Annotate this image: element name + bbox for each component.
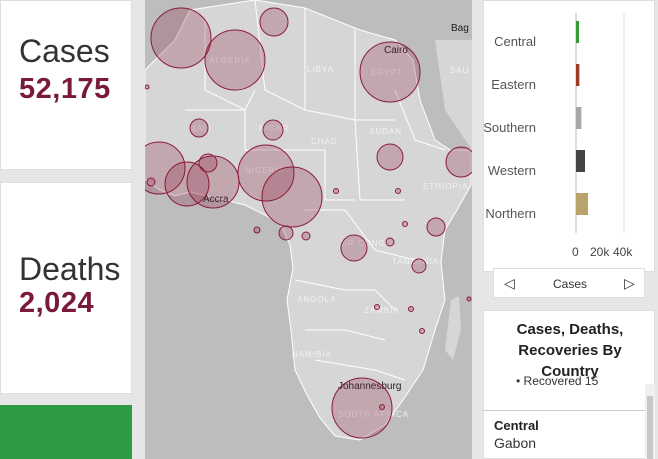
chart-nav-label: Cases — [552, 277, 587, 291]
recovered-card — [0, 405, 132, 459]
case-bubble[interactable] — [145, 84, 150, 90]
case-bubble[interactable] — [340, 234, 368, 262]
country-label: MALI — [189, 124, 212, 133]
case-bubbles[interactable] — [145, 7, 472, 439]
bar-northern[interactable] — [576, 193, 588, 215]
city-label: Accra — [203, 194, 229, 205]
country-label: TANZANIA — [392, 257, 439, 266]
category-label: Eastern — [491, 77, 536, 92]
deaths-label: Deaths — [19, 251, 121, 287]
case-bubble[interactable] — [198, 153, 218, 173]
region-bar-chart — [575, 13, 625, 233]
bar-southern[interactable] — [576, 107, 582, 129]
country-label: NIGERIA — [245, 166, 285, 175]
case-bubble[interactable] — [374, 304, 380, 310]
cases-value: 52,175 — [19, 73, 111, 105]
tick-label: 40k — [613, 245, 633, 259]
city-label: Bag — [451, 23, 469, 34]
case-bubble[interactable] — [419, 328, 425, 334]
case-bubble[interactable] — [150, 7, 212, 69]
country-label: SUDAN — [369, 127, 402, 136]
country-borders — [185, 0, 446, 381]
category-label: Northern — [485, 206, 536, 221]
country-label: NAMIBIA — [292, 350, 332, 359]
list-item-text: Recovered 15 — [523, 374, 599, 388]
arabia-landmass — [435, 40, 472, 150]
case-bubble[interactable] — [385, 237, 395, 247]
case-bubble[interactable] — [237, 144, 295, 202]
category-label: Southern — [483, 120, 536, 135]
case-bubble[interactable] — [379, 404, 385, 410]
list-divider — [483, 410, 645, 411]
country-label: NIGER — [259, 124, 289, 133]
case-bubble[interactable] — [186, 155, 240, 209]
case-bubble[interactable] — [301, 231, 311, 241]
deaths-value: 2,024 — [19, 287, 95, 319]
case-bubble[interactable] — [426, 217, 446, 237]
list-region: Central — [494, 418, 539, 433]
cases-label: Cases — [19, 33, 110, 69]
case-bubble[interactable] — [261, 166, 323, 228]
cases-card: Cases 52,175 — [0, 0, 132, 170]
case-bubble[interactable] — [278, 225, 294, 241]
country-label: ZAMBIA — [364, 306, 400, 315]
case-bubble[interactable] — [204, 29, 266, 91]
list-item-stub: • Recovered 15 — [516, 374, 599, 388]
list-title: Cases, Deaths, Recoveries By Country — [516, 321, 624, 380]
category-label: Western — [487, 163, 536, 178]
bar-central[interactable] — [576, 21, 579, 43]
case-bubble[interactable] — [411, 258, 427, 274]
country-label: ETHIOPIA — [423, 182, 468, 191]
deaths-card: Deaths 2,024 — [0, 182, 132, 394]
case-bubble[interactable] — [259, 7, 289, 37]
case-bubble[interactable] — [189, 118, 209, 138]
case-bubble[interactable] — [333, 188, 339, 194]
chart-nav: ◁ Cases ▷ — [493, 268, 645, 298]
country-label: SAU — [450, 66, 469, 75]
city-label: Johannesburg — [338, 381, 401, 392]
next-arrow-icon[interactable]: ▷ — [624, 275, 635, 291]
case-bubble[interactable] — [253, 226, 261, 234]
africa-map[interactable]: ALGERIA LIBYA EGYPT MALI NIGER CHAD SUDA… — [145, 0, 472, 459]
region-chart-panel: Central Eastern Southern Western Norther… — [483, 0, 655, 272]
case-bubble[interactable] — [395, 188, 401, 194]
tick-label: 20k — [590, 245, 610, 259]
bar-eastern[interactable] — [576, 64, 580, 86]
case-bubble[interactable] — [262, 119, 284, 141]
category-label: Central — [494, 34, 536, 49]
case-bubble[interactable] — [146, 177, 156, 187]
country-label: SOUTH AFRICA — [338, 410, 409, 419]
list-scroll-thumb[interactable] — [647, 396, 653, 459]
previous-arrow-icon[interactable]: ◁ — [504, 275, 515, 291]
country-label: ANGOLA — [297, 295, 336, 304]
case-bubble[interactable] — [331, 377, 393, 439]
case-bubble[interactable] — [376, 143, 404, 171]
case-bubble[interactable] — [445, 146, 472, 178]
list-country[interactable]: Gabon — [494, 435, 537, 451]
case-bubble[interactable] — [466, 296, 472, 302]
country-label: ALGERIA — [209, 56, 251, 65]
country-label: CHAD — [311, 137, 338, 146]
city-label: Cairo — [384, 45, 408, 56]
case-bubble[interactable] — [359, 41, 421, 103]
tick-label: 0 — [572, 245, 579, 259]
case-bubble[interactable] — [402, 221, 408, 227]
country-label: LIBYA — [307, 65, 334, 74]
country-label: EGYPT — [371, 68, 403, 77]
case-bubble[interactable] — [408, 306, 414, 312]
madagascar — [445, 296, 461, 360]
map-view[interactable]: ALGERIA LIBYA EGYPT MALI NIGER CHAD SUDA… — [145, 0, 472, 459]
bar-western[interactable] — [576, 150, 585, 172]
